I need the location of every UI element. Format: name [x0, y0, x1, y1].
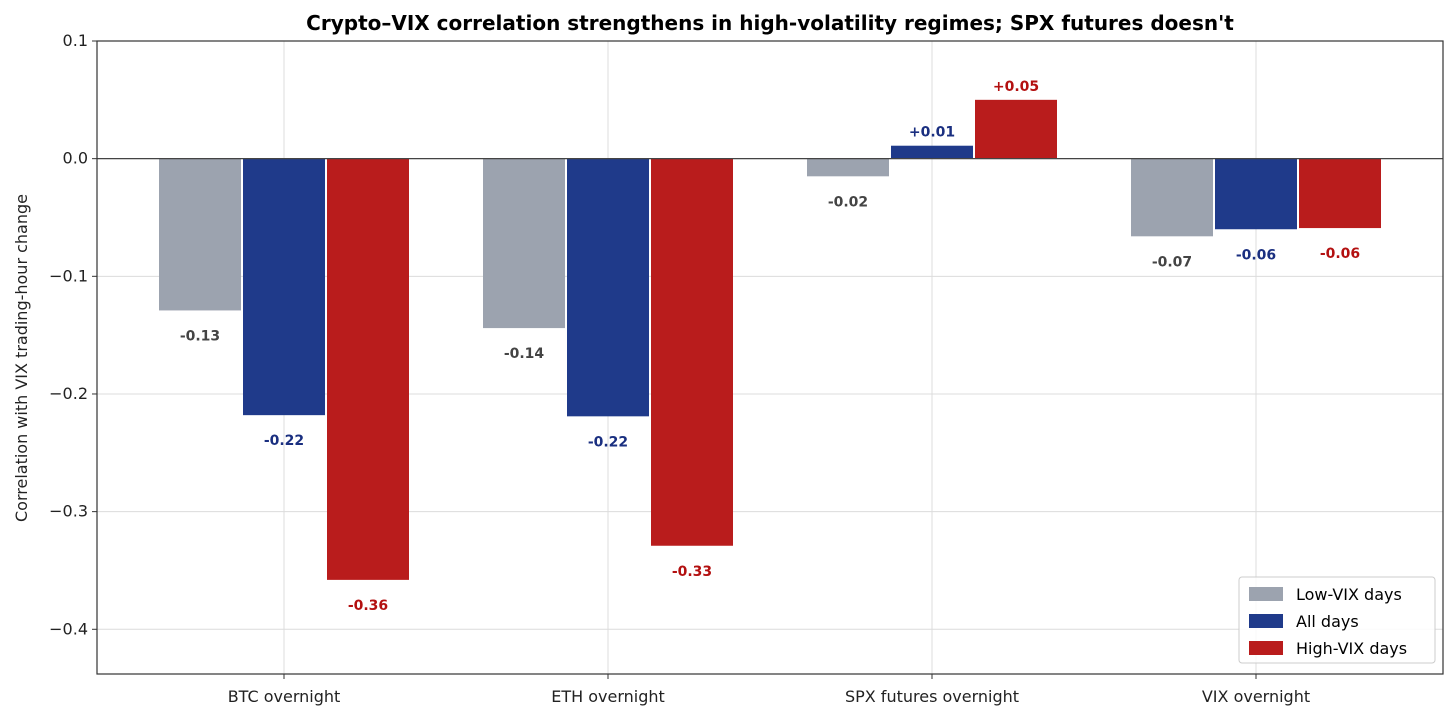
- legend-box: [1238, 576, 1436, 664]
- bar-1-3: [1215, 158, 1297, 230]
- legend: Low-VIX days All days High-VIX days: [1238, 576, 1436, 664]
- bar-0-1: [483, 158, 565, 329]
- data-labels: -0.13 -0.14 -0.02 -0.07 -0.22 -0.22 +0.01 -0.06…: [180, 79, 1360, 614]
- data-label: +0.05: [993, 79, 1039, 95]
- bar-0-2: [807, 158, 889, 177]
- legend-label: Low-VIX days: [1296, 585, 1402, 604]
- legend-swatch: [1249, 587, 1283, 601]
- bar-0-0: [159, 158, 241, 311]
- legend-swatch: [1249, 641, 1283, 655]
- plot-frame: [96, 40, 1444, 675]
- legend-swatch: [1249, 614, 1283, 628]
- x-tick-label: BTC overnight: [228, 687, 341, 706]
- y-axis-label: Correlation with VIX trading-hour change: [12, 194, 31, 522]
- y-tick-label: −0.2: [49, 384, 88, 403]
- data-label: -0.22: [264, 433, 304, 449]
- data-label: -0.06: [1236, 247, 1276, 263]
- bar-1-2: [891, 145, 973, 159]
- data-label: -0.36: [348, 598, 388, 614]
- y-tick-label: 0.1: [63, 31, 88, 50]
- bar-2-1: [651, 158, 733, 546]
- axes: 0.1 0.0 −0.1 −0.2 −0.3 −0.4 BTC overnight ETH o…: [49, 31, 1444, 706]
- bar-2-2: [975, 99, 1057, 159]
- data-label: -0.14: [504, 346, 545, 362]
- bar-2-0: [327, 158, 409, 580]
- bar-0-3: [1131, 158, 1213, 237]
- data-label: -0.02: [828, 194, 868, 210]
- bar-1-0: [243, 158, 325, 416]
- legend-label: High-VIX days: [1296, 639, 1407, 658]
- data-label: -0.22: [588, 434, 628, 450]
- chart-title: Crypto–VIX correlation strengthens in hi…: [306, 11, 1234, 35]
- y-tick-label: 0.0: [63, 149, 88, 168]
- data-label: -0.13: [180, 328, 220, 344]
- x-tick-label: VIX overnight: [1202, 687, 1310, 706]
- y-tick-label: −0.3: [49, 502, 88, 521]
- data-label: -0.33: [672, 564, 712, 580]
- data-label: +0.01: [909, 125, 955, 141]
- bar-1-1: [567, 158, 649, 417]
- x-tick-label: SPX futures overnight: [845, 687, 1019, 706]
- x-tick-label: ETH overnight: [551, 687, 665, 706]
- bar-2-3: [1299, 158, 1381, 229]
- y-tick-label: −0.4: [49, 619, 88, 638]
- data-label: -0.06: [1320, 246, 1360, 262]
- legend-label: All days: [1296, 612, 1359, 631]
- y-tick-label: −0.1: [49, 266, 88, 285]
- data-label: -0.07: [1152, 254, 1192, 270]
- bars: [159, 99, 1381, 580]
